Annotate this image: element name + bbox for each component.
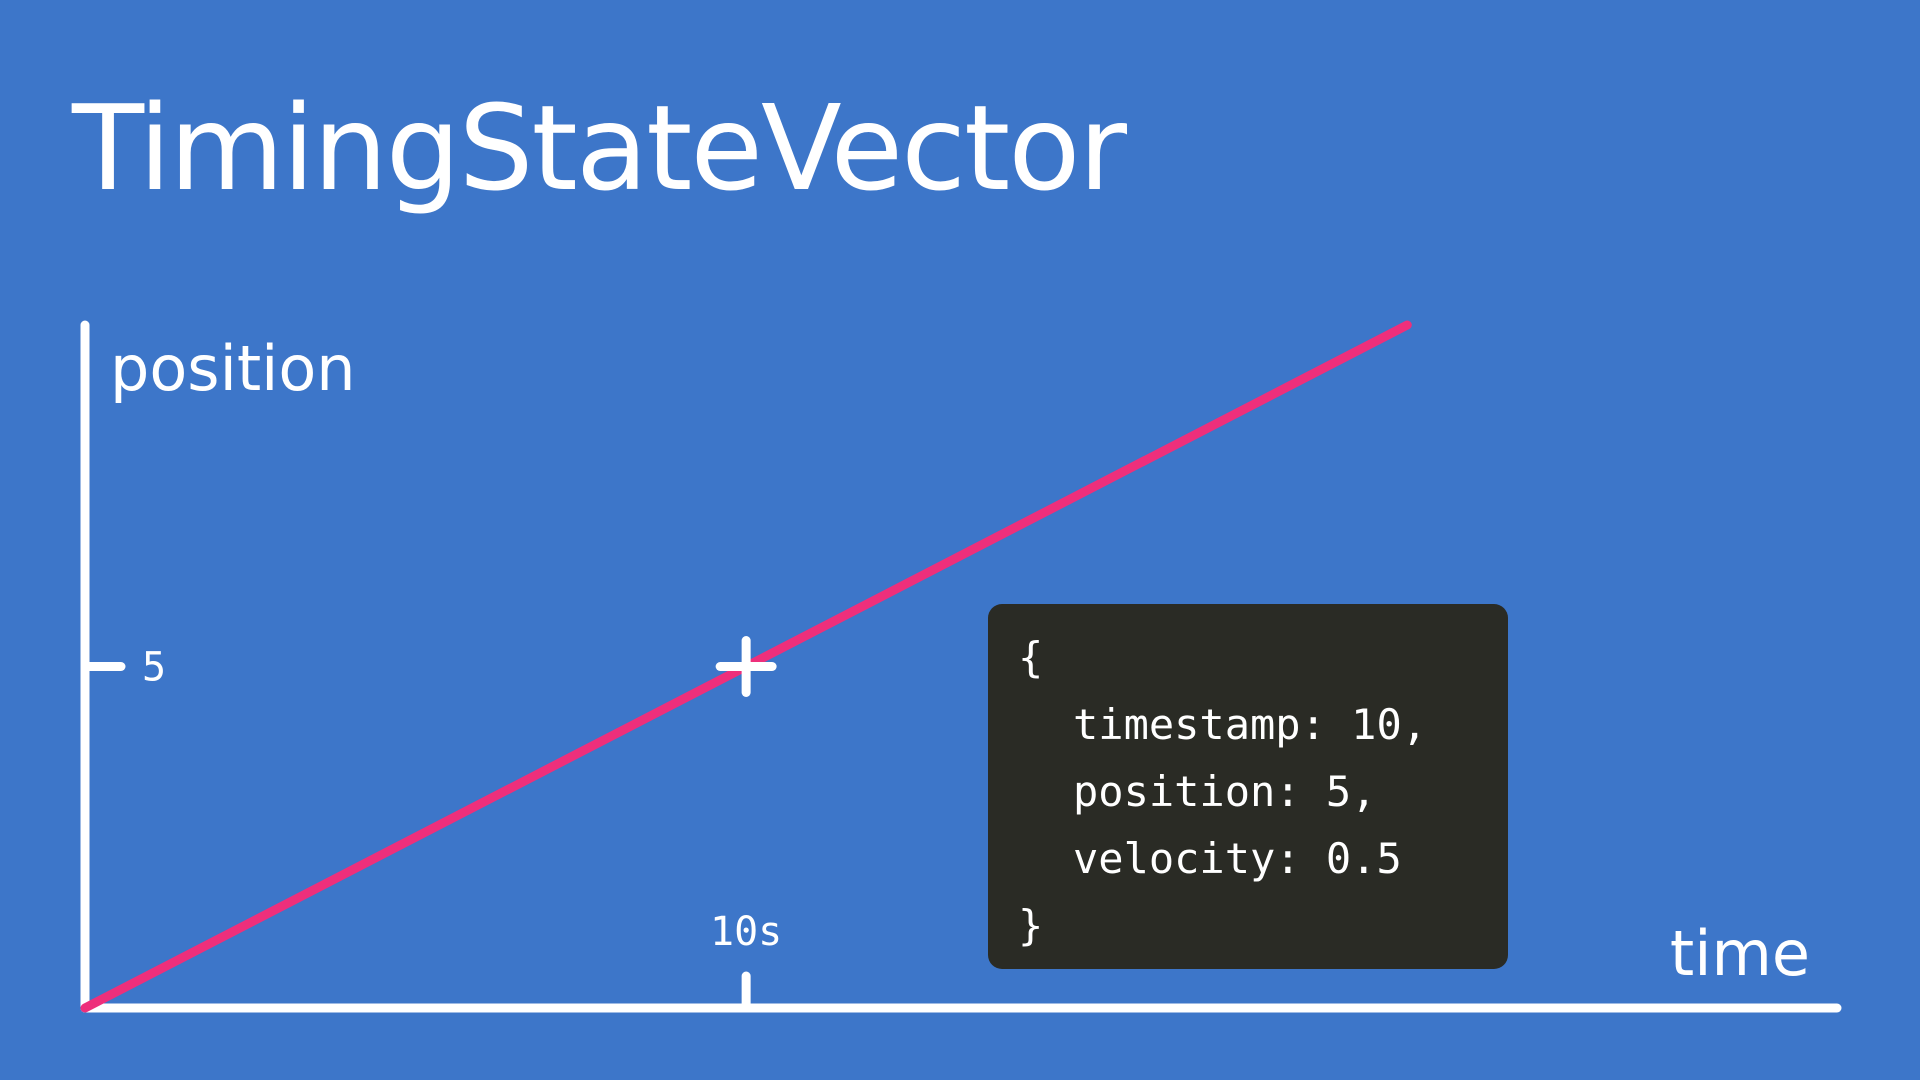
y-axis-label: position <box>110 332 356 405</box>
code-close-brace: } <box>1018 901 1044 950</box>
slide-title: TimingStateVector <box>72 79 1127 217</box>
x-axis-label: time <box>1670 917 1810 990</box>
code-key: timestamp <box>1073 700 1301 749</box>
y-tick-label-0: 5 <box>142 645 166 691</box>
code-line-velocity: velocity: 0.5 <box>1073 834 1402 883</box>
code-value: 0.5 <box>1325 834 1402 883</box>
x-tick-label-0: 10s <box>710 909 782 955</box>
code-open-brace: { <box>1018 633 1044 682</box>
code-value: 5 <box>1325 767 1352 816</box>
code-line-timestamp: timestamp: 10, <box>1073 700 1428 749</box>
code-key: position <box>1073 767 1276 816</box>
code-line-position: position: 5, <box>1073 767 1377 816</box>
code-value: 10 <box>1351 700 1402 749</box>
state-vector-code: { timestamp: 10, position: 5, velocity: … <box>988 604 1508 969</box>
code-key: velocity <box>1073 834 1276 883</box>
plus-marker <box>715 636 777 697</box>
